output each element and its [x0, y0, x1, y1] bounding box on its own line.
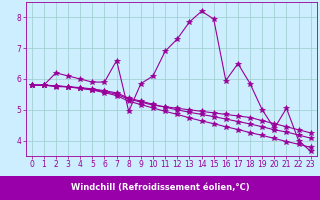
Text: Windchill (Refroidissement éolien,°C): Windchill (Refroidissement éolien,°C) — [71, 183, 249, 192]
